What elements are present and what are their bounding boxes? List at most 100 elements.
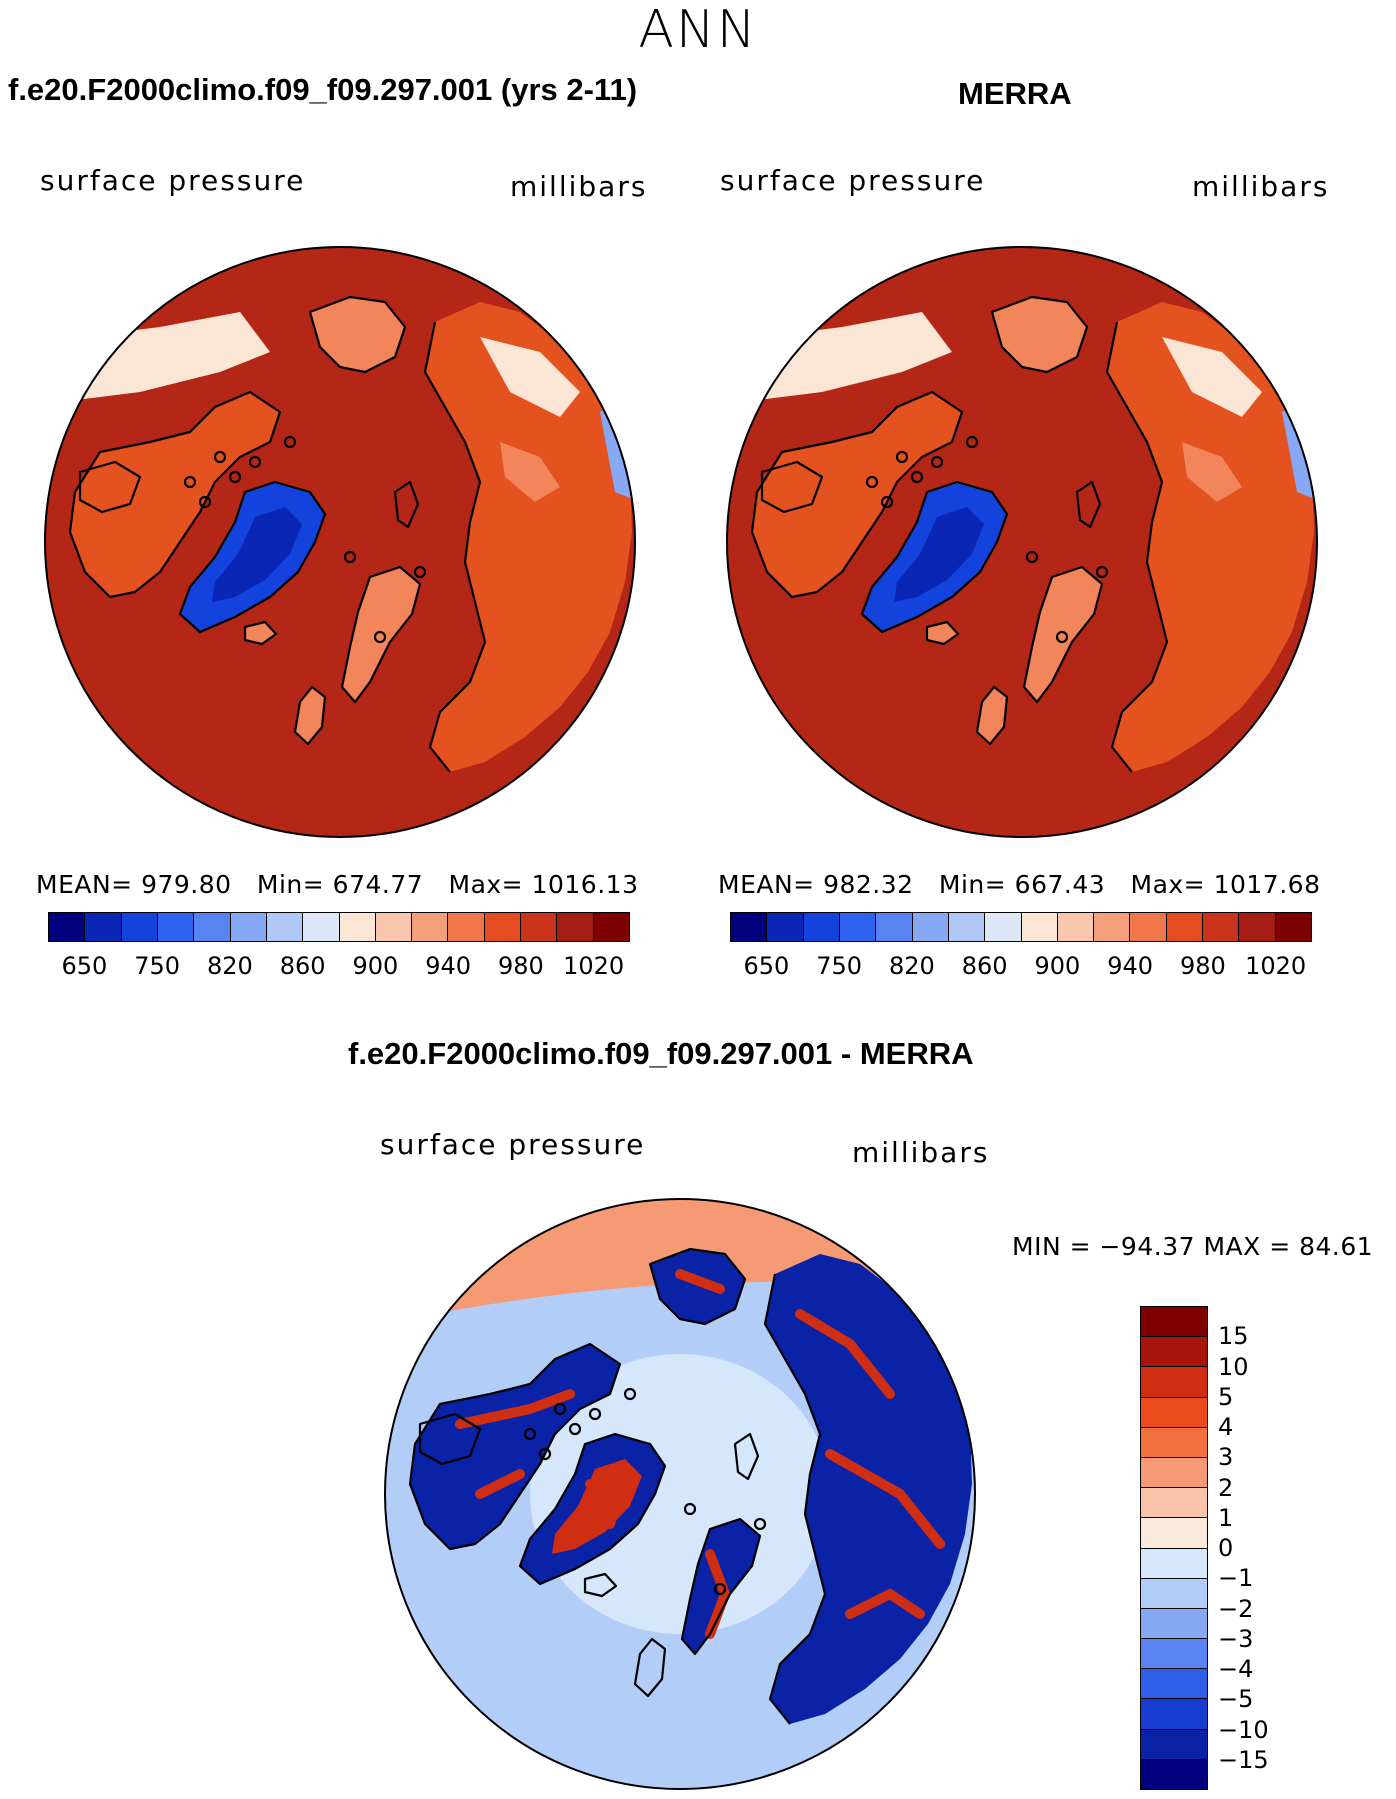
diff-arctic-ocean: [530, 1354, 830, 1634]
colorbar-tick-label: −10: [1218, 1715, 1269, 1744]
colorbar-swatch: [1094, 913, 1131, 941]
colorbar-swatch: [1275, 913, 1311, 941]
colorbar-tick-label: 10: [1218, 1352, 1249, 1381]
colorbar-swatch: [1141, 1699, 1207, 1730]
coastline-scandinavia: [340, 565, 422, 704]
colorbar-swatch: [339, 913, 376, 941]
obs-colorbar: [730, 912, 1312, 942]
coastline-alaska: [418, 1412, 482, 1466]
coastline-island: [373, 630, 387, 644]
coastline-island: [1095, 565, 1109, 579]
obs-polar-map: [726, 246, 1318, 838]
colorbar-tick-label: −3: [1218, 1624, 1254, 1653]
model-stats: MEAN= 979.80 Min= 674.77 Max= 1016.13: [36, 870, 638, 899]
coastline-siberiaCoast: [648, 1247, 747, 1326]
colorbar-swatch: [157, 913, 195, 941]
coastline-iceland: [583, 1572, 618, 1598]
colorbar-swatch: [448, 913, 485, 941]
coastline-novayaZemlya: [1075, 480, 1102, 529]
coastlines: [750, 295, 1169, 773]
map-border: [384, 1198, 976, 1790]
colorbar-swatch: [1141, 1488, 1207, 1519]
highland-asia: [1162, 337, 1262, 417]
colorbar-swatch: [912, 913, 949, 941]
land-britain: [295, 687, 325, 744]
coastline-island: [588, 1407, 602, 1421]
colorbar-tick-label: 820: [888, 952, 935, 980]
colorbar-tick-label: 650: [743, 952, 790, 980]
colorbar-tick-label: 650: [61, 952, 108, 980]
coastline-novayaZemlya: [733, 1432, 760, 1481]
land-scandinavia: [1024, 567, 1102, 702]
coastline-island: [523, 1427, 537, 1441]
model-units-label: millibars: [510, 170, 648, 203]
colorbar-swatch: [1141, 1759, 1207, 1789]
greenland-core: [212, 507, 302, 602]
colorbar-swatch: [1141, 1397, 1207, 1428]
colorbar-swatch: [1141, 1457, 1207, 1489]
highland-plateau: [1182, 442, 1242, 502]
colorbar-swatch: [375, 913, 413, 941]
coastline-alaska: [760, 460, 824, 514]
diff-colorbar: [1140, 1306, 1208, 1790]
coastline-eurasia: [763, 1273, 827, 1725]
coastline-island: [343, 550, 357, 564]
coastline-island: [623, 1387, 637, 1401]
land-britain: [977, 687, 1007, 744]
model-colorbar: [48, 912, 630, 942]
obs-panel-title: MERRA: [958, 76, 1072, 111]
colorbar-tick-label: 4: [1218, 1413, 1234, 1441]
coastline-greenland: [518, 1432, 667, 1586]
colorbar-tick-label: −5: [1218, 1685, 1254, 1714]
colorbar-tick-label: 750: [816, 952, 863, 980]
obs-min-value: 667.43: [1014, 870, 1106, 899]
colorbar-tick-label: 3: [1218, 1443, 1234, 1472]
coastline-britain: [975, 685, 1009, 746]
diff-minmax: MIN = −94.37 MAX = 84.61: [1012, 1232, 1374, 1261]
map-border: [726, 246, 1318, 838]
land-north-america: [752, 392, 962, 597]
coastline-siberiaCoast: [990, 295, 1089, 374]
coastline-island: [930, 455, 944, 469]
coastline-island: [1055, 630, 1069, 644]
colorbar-swatch: [1239, 913, 1276, 941]
coastline-britain: [633, 1637, 667, 1698]
coastline-siberiaCoast: [308, 295, 407, 374]
obs-min-label: Min=: [938, 870, 1007, 899]
colorbar-swatch: [1141, 1518, 1207, 1549]
model-max-label: Max=: [448, 870, 524, 899]
diff-positive-streak: [845, 1588, 925, 1619]
colorbar-swatch: [194, 913, 231, 941]
colorbar-swatch: [1203, 913, 1240, 941]
colorbar-tick-label: −1: [1218, 1564, 1254, 1593]
colorbar-tick-label: 940: [425, 952, 472, 980]
colorbar-swatch: [1141, 1548, 1207, 1579]
obs-max-value: 1017.68: [1213, 870, 1321, 899]
coastline-island: [283, 435, 297, 449]
colorbar-tick-label: 0: [1218, 1534, 1234, 1562]
diff-positive-streak: [825, 1449, 945, 1549]
coastlines: [408, 1247, 827, 1725]
coastline-novayaZemlya: [393, 480, 420, 529]
colorbar-swatch: [557, 913, 594, 941]
model-mean-label: MEAN=: [36, 870, 133, 899]
colorbar-swatch: [839, 913, 877, 941]
coastline-island: [213, 450, 227, 464]
coastline-island: [895, 450, 909, 464]
colorbar-swatch: [1141, 1578, 1207, 1609]
colorbar-swatch: [1141, 1337, 1207, 1368]
diff-variable-label: surface pressure: [380, 1128, 646, 1161]
coastline-iceland: [925, 620, 960, 646]
coastline-island: [568, 1422, 582, 1436]
colorbar-swatch: [121, 913, 158, 941]
colorbar-swatch: [948, 913, 986, 941]
diff-positive-streak: [475, 1469, 525, 1499]
season-title: ANN: [638, 0, 758, 60]
coastline-alaska: [78, 460, 142, 514]
highland-rockies: [727, 312, 952, 402]
obs-variable-label: surface pressure: [720, 164, 986, 197]
coastline-eurasia: [1105, 321, 1169, 773]
colorbar-tick-label: −15: [1218, 1745, 1269, 1774]
model-mean-value: 979.80: [141, 870, 232, 899]
colorbar-swatch: [85, 913, 122, 941]
